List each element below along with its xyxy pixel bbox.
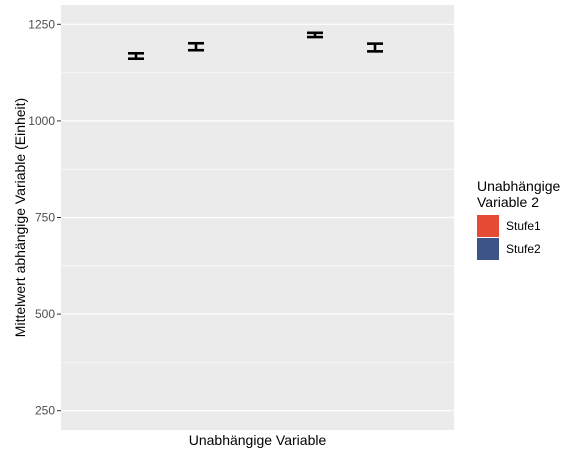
y-axis-title: Mittelwert abhängige Variable (Einheit)	[12, 98, 28, 337]
legend-title-line-2: Variable 2	[477, 194, 539, 210]
legend-key-stufe2	[477, 238, 499, 260]
y-tick-label: 1250	[28, 17, 55, 31]
errorbar-stufe1	[307, 31, 323, 39]
x-axis-title: Unabhängige Variable	[189, 432, 327, 448]
y-tick-label: 250	[35, 404, 55, 418]
errorbar-stufe2	[367, 42, 383, 53]
y-tick-label: 750	[35, 211, 55, 225]
major-gridlines	[61, 23, 454, 412]
errorbar-stufe1	[128, 51, 144, 61]
errorbar-stufe2	[188, 41, 204, 52]
y-tick-label: 1000	[28, 114, 55, 128]
legend: Unabhängige Variable 2 Stufe1 Stufe2	[477, 178, 561, 260]
legend-label-stufe1: Stufe1	[506, 219, 541, 233]
minor-gridlines	[61, 72, 454, 363]
errorbars	[128, 31, 383, 61]
y-axis-ticks: 250 500 750 1000 1250	[28, 17, 61, 418]
legend-title-line-1: Unabhängige	[477, 178, 561, 194]
y-tick-label: 500	[35, 307, 55, 321]
legend-key-stufe1	[477, 215, 499, 237]
legend-label-stufe2: Stufe2	[506, 242, 541, 256]
